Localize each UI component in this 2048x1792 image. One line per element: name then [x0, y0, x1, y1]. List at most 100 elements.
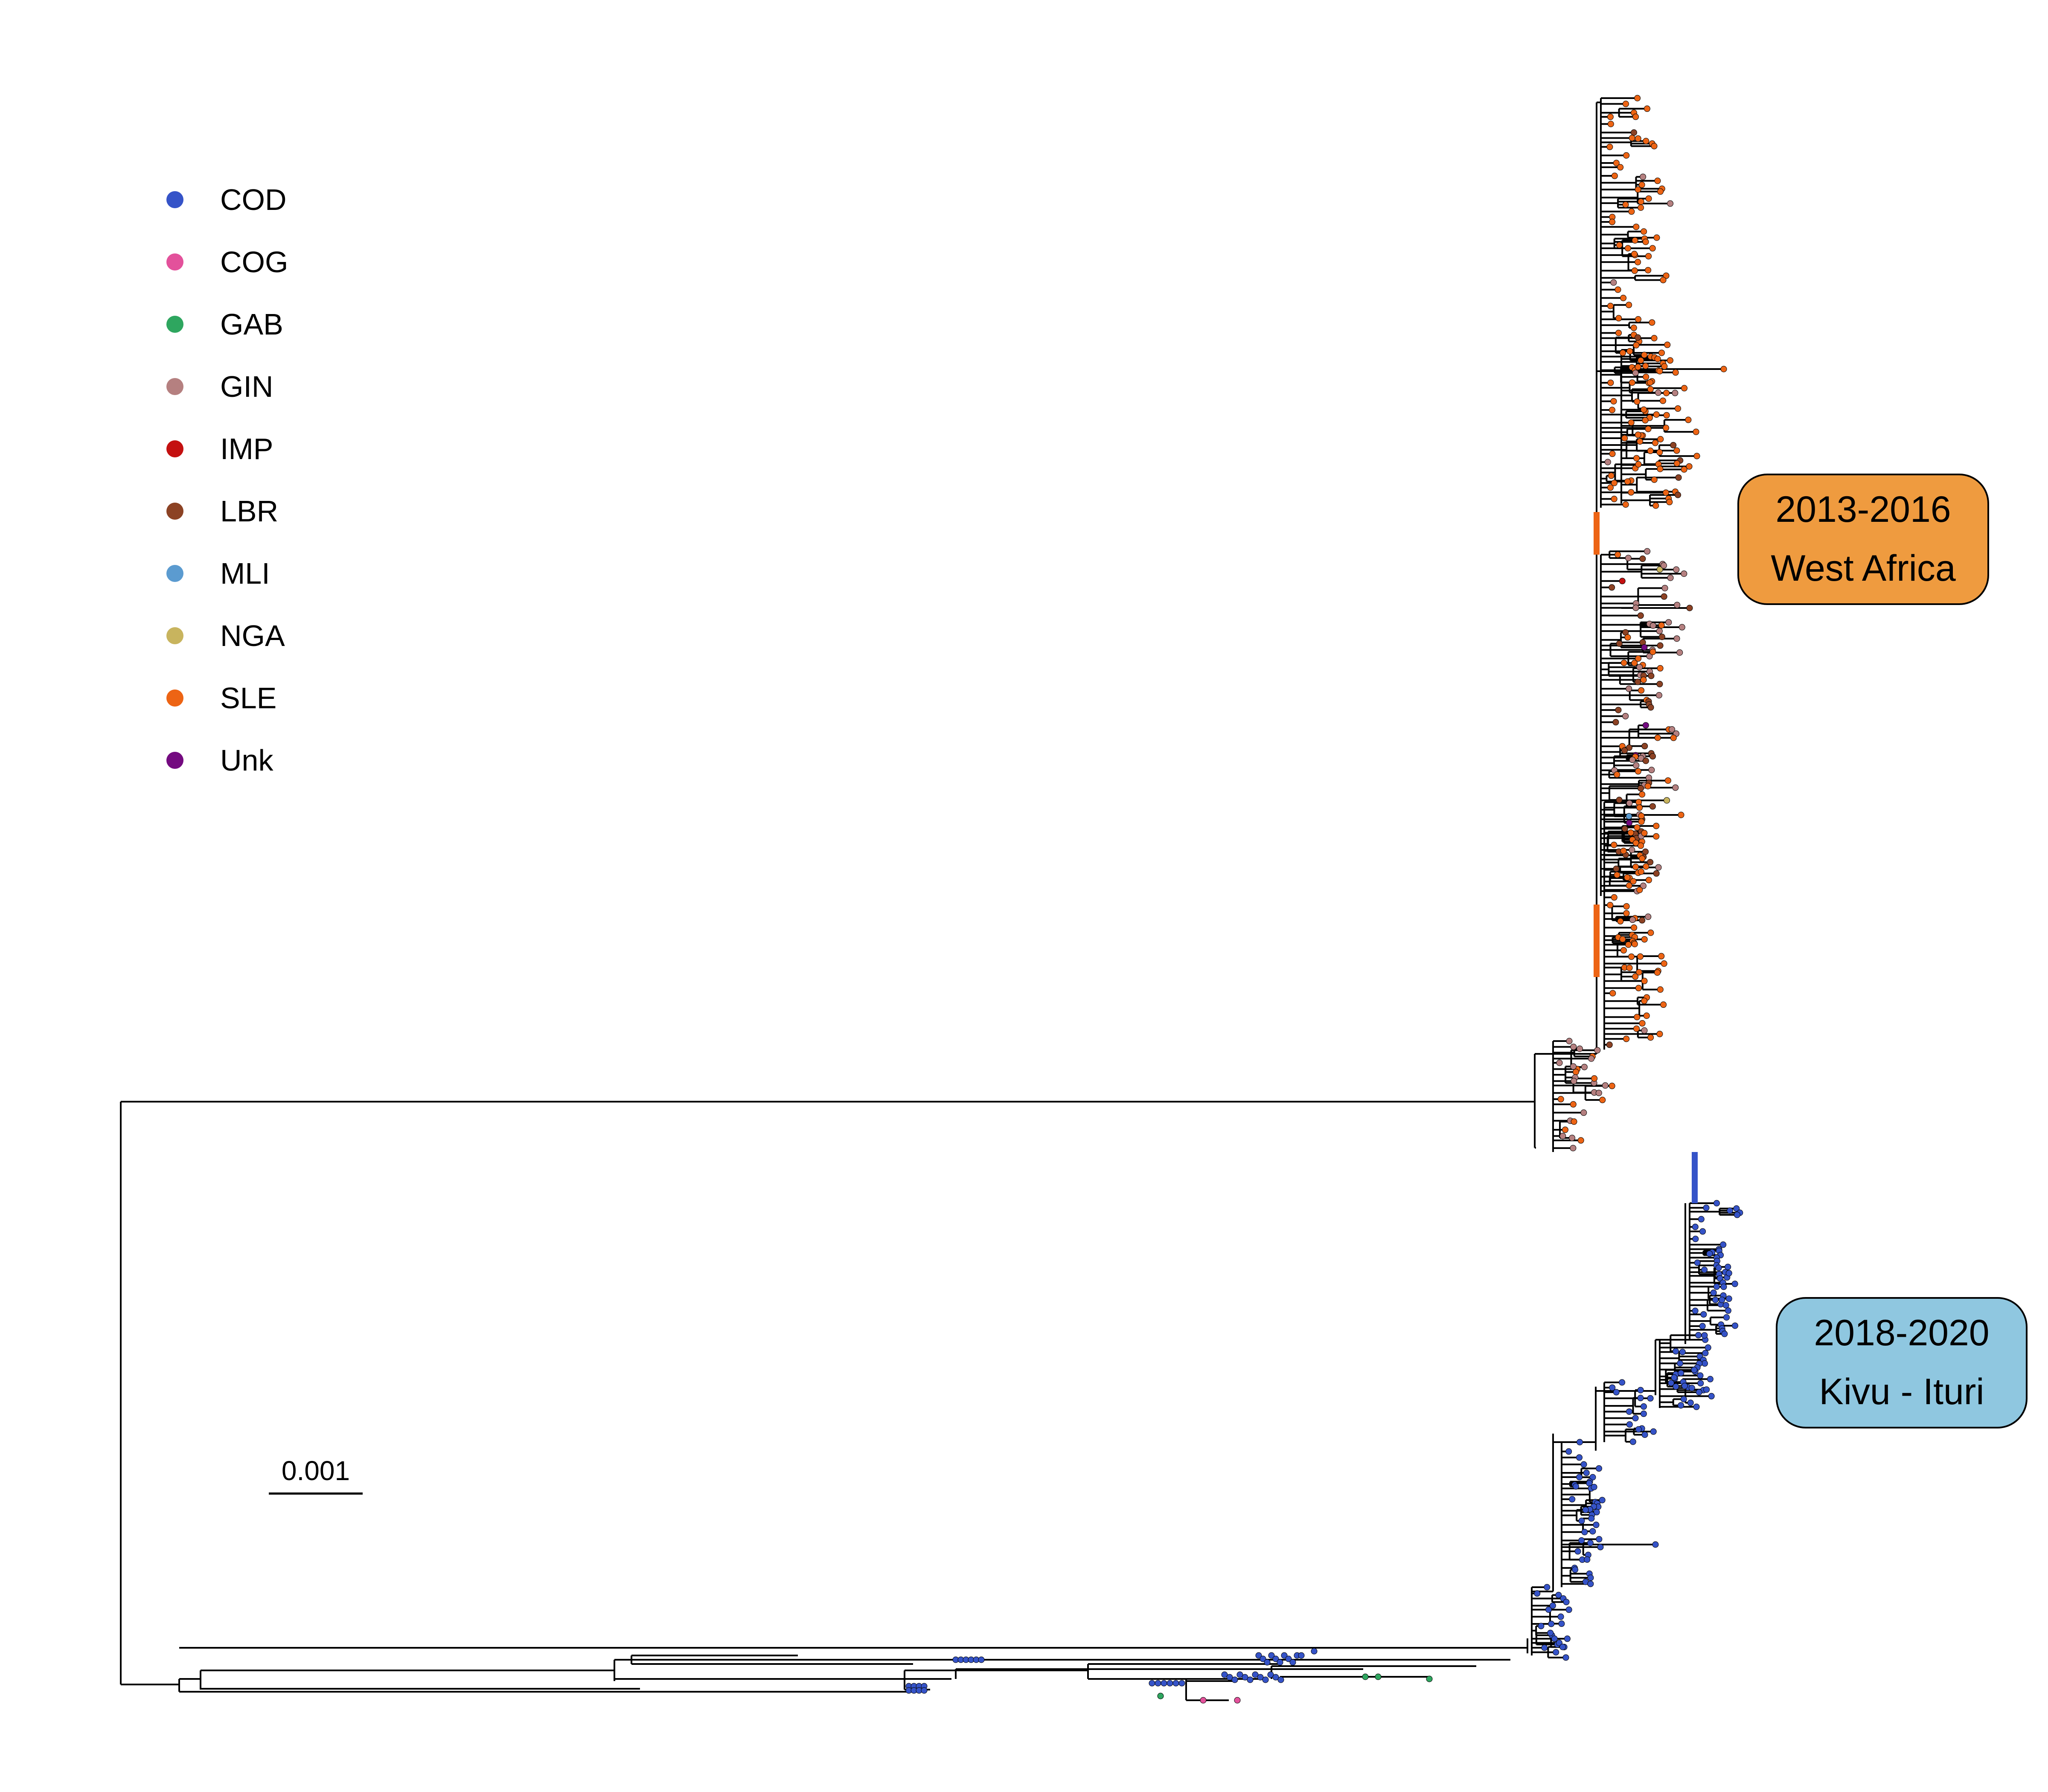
tip-point: [1640, 882, 1647, 889]
tip-point: [1643, 1012, 1650, 1019]
tip-point: [1626, 302, 1632, 308]
tip-point: [1645, 913, 1652, 920]
legend-label-gab: GAB: [220, 308, 283, 341]
tip-point: [1595, 1090, 1602, 1097]
tip-point: [1673, 447, 1680, 454]
tip-point: [1566, 1038, 1573, 1044]
tip-point: [1675, 492, 1681, 498]
tip-point: [1663, 390, 1670, 396]
tip-point: [1699, 1228, 1706, 1235]
tip-point: [1673, 1383, 1679, 1390]
legend-label-gin: GIN: [220, 370, 273, 403]
tip-point: [1638, 181, 1645, 188]
tip-point: [1715, 1264, 1722, 1271]
tip-point: [1667, 574, 1674, 581]
tip-point: [1667, 200, 1674, 207]
tip-point: [1641, 998, 1648, 1004]
tip-point: [1611, 172, 1618, 179]
tip-point: [1731, 1322, 1738, 1329]
tip-point: [1596, 1536, 1603, 1543]
tip-point: [1725, 1263, 1731, 1270]
tip-point: [1612, 719, 1619, 726]
tip-point: [1720, 366, 1727, 372]
tip-point: [1703, 1204, 1710, 1211]
tip-point: [1635, 364, 1641, 370]
tip-point: [1630, 129, 1637, 136]
tip-point: [1640, 173, 1647, 180]
tip-point: [1653, 833, 1660, 840]
tip-point: [1720, 1283, 1727, 1290]
tip-point: [1569, 1135, 1576, 1141]
tip-point: [1544, 1584, 1551, 1591]
tip-point: [1638, 198, 1644, 205]
tip-point: [1571, 1078, 1577, 1085]
tip-point: [1641, 228, 1647, 235]
tip-point: [1616, 241, 1623, 248]
tip-point: [1699, 1323, 1706, 1329]
tip-point: [1633, 224, 1640, 230]
tip-point: [1609, 1082, 1615, 1089]
tip-point: [1670, 734, 1677, 741]
tip-point: [1591, 1075, 1598, 1082]
tip-point: [1671, 1374, 1678, 1381]
tip-point: [1631, 250, 1638, 257]
tip-point: [1672, 784, 1679, 791]
tip-point: [1679, 1349, 1686, 1356]
tip-point: [1698, 1216, 1705, 1222]
tip-point: [1701, 1332, 1708, 1339]
legend-dot-mli: [166, 565, 183, 582]
tip-point: [1578, 1517, 1585, 1524]
tip-point: [1563, 1599, 1570, 1606]
tip-point: [1635, 985, 1642, 992]
tip-point: [1648, 767, 1655, 774]
tip-point: [1311, 1648, 1318, 1655]
tip-point: [1636, 887, 1643, 893]
tip-point: [1200, 1697, 1207, 1704]
tip-point: [1643, 138, 1649, 145]
tip-point: [1641, 977, 1648, 984]
tip-point: [1726, 1207, 1733, 1214]
tip-point: [1257, 1674, 1264, 1681]
tip-point: [1641, 1431, 1648, 1438]
tip-point: [1636, 969, 1643, 976]
tip-point: [1657, 986, 1664, 993]
tip-point: [1617, 918, 1624, 925]
tip-point: [1686, 605, 1693, 611]
tip-point: [1637, 438, 1644, 445]
tip-point: [1664, 797, 1670, 804]
tip-point: [1572, 1483, 1579, 1490]
tip-point: [1658, 622, 1665, 629]
tip-point: [1632, 237, 1638, 244]
legend-dot-cod: [166, 191, 183, 208]
tip-point: [1647, 386, 1654, 393]
tip-point: [1641, 1027, 1648, 1034]
tip-point: [1643, 373, 1649, 380]
tip-point: [1655, 692, 1662, 698]
tip-point: [1545, 1606, 1552, 1613]
tip-point: [1654, 734, 1661, 741]
tip-point: [1556, 1639, 1562, 1646]
tip-point: [1619, 578, 1626, 585]
tip-point: [1725, 1295, 1732, 1302]
tip-point: [1650, 1428, 1657, 1435]
tip-point: [1645, 425, 1652, 432]
tip-point: [1149, 1680, 1155, 1687]
tip-point: [1693, 428, 1699, 435]
tip-point: [1633, 1025, 1640, 1032]
tip-point: [1640, 676, 1647, 683]
tip-point: [1637, 1387, 1644, 1393]
tip-point: [1588, 1055, 1595, 1062]
tip-point: [1615, 551, 1621, 558]
tip-point: [1596, 1465, 1603, 1472]
tip-point: [1607, 303, 1614, 309]
tip-point: [1534, 1590, 1541, 1597]
tip-point: [1620, 660, 1627, 666]
tip-point: [1623, 152, 1630, 159]
tip-point: [1647, 1034, 1654, 1041]
tip-point: [1641, 830, 1648, 837]
tip-point: [1285, 1655, 1292, 1662]
tip-point: [1262, 1676, 1269, 1683]
tip-point: [1587, 1539, 1594, 1546]
tip-point: [1695, 1332, 1702, 1338]
tip-point: [1635, 186, 1641, 193]
